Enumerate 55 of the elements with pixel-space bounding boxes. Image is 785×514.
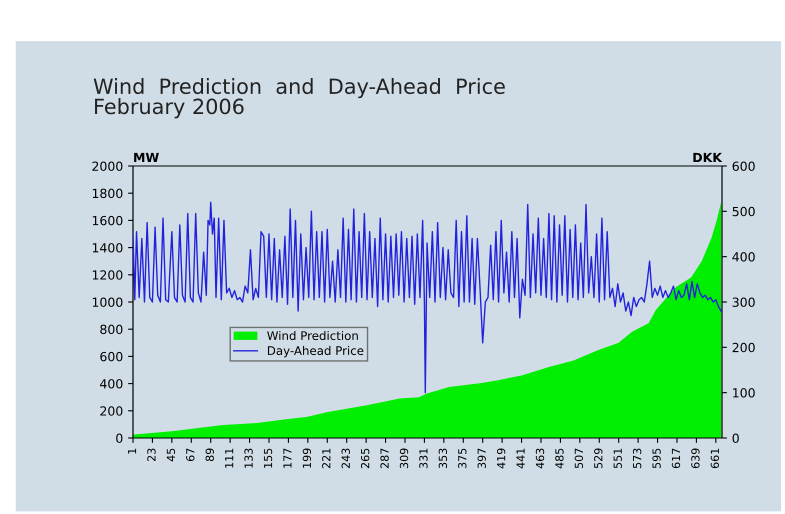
x-tick-label: 551: [614, 448, 622, 468]
x-tick-label: 1: [128, 448, 136, 454]
y-tick-label: 200: [100, 406, 122, 416]
x-tick-label: 265: [360, 448, 370, 468]
y2-tick-label: 200: [732, 342, 755, 352]
y2-tick-label: 600: [732, 161, 755, 171]
y-tick-label: 0: [116, 433, 122, 443]
y-tick-label: 600: [100, 352, 122, 362]
y-tick-label: 1800: [92, 188, 122, 198]
x-tick-label: 199: [302, 448, 312, 468]
x-tick-label: 243: [342, 448, 350, 468]
x-tick-label: 331: [419, 448, 428, 468]
x-tick-label: 23: [147, 448, 156, 462]
x-tick-label: 617: [672, 448, 680, 468]
y-tick-label: 400: [100, 379, 122, 389]
x-tick-label: 375: [458, 448, 466, 468]
legend-label: Wind Prediction: [267, 330, 358, 340]
x-tick-label: 309: [400, 448, 408, 468]
y-tick-label: 1600: [92, 216, 122, 226]
x-tick-label: 529: [594, 448, 602, 468]
y-tick-label: 800: [100, 324, 122, 334]
y2-tick-label: 300: [732, 297, 755, 307]
y-axis-title: MW: [134, 152, 159, 162]
x-tick-label: 397: [478, 448, 486, 468]
y-tick-label: 1200: [92, 270, 122, 280]
line-series: [133, 202, 722, 394]
x-tick-label: 89: [206, 448, 214, 462]
x-tick-label: 155: [264, 448, 272, 468]
x-tick-label: 595: [652, 448, 661, 468]
x-tick-label: 507: [574, 448, 584, 468]
y-tick-label: 1000: [92, 297, 122, 307]
y-tick-label: 1400: [92, 243, 122, 253]
x-tick-label: 573: [632, 448, 642, 468]
x-tick-label: 287: [380, 448, 389, 468]
y2-tick-label: 400: [732, 252, 755, 262]
y2-tick-label: 0: [732, 433, 739, 443]
y2-tick-label: 100: [733, 388, 755, 398]
y-tick-label: 2000: [92, 161, 122, 171]
x-tick-label: 133: [244, 448, 253, 468]
x-tick-label: 353: [438, 448, 448, 468]
x-tick-label: 67: [186, 448, 195, 462]
x-tick-label: 177: [283, 448, 292, 468]
x-tick-label: 419: [496, 448, 506, 468]
y2-tick-label: 500: [732, 206, 755, 216]
x-tick-label: 45: [166, 448, 176, 462]
x-tick-label: 111: [225, 448, 234, 468]
x-tick-label: 441: [516, 448, 525, 468]
x-tick-label: 463: [536, 448, 544, 468]
chart-title: Wind Prediction and Day-Ahead Price February 2006: [94, 78, 505, 118]
x-tick-label: 639: [691, 448, 700, 468]
x-tick-label: 485: [555, 448, 564, 468]
x-tick-label: 221: [322, 448, 330, 468]
y2-axis-title: DKK: [693, 152, 722, 162]
legend-label: Day-Ahead Price: [268, 346, 364, 358]
x-tick-label: 661: [710, 448, 720, 468]
